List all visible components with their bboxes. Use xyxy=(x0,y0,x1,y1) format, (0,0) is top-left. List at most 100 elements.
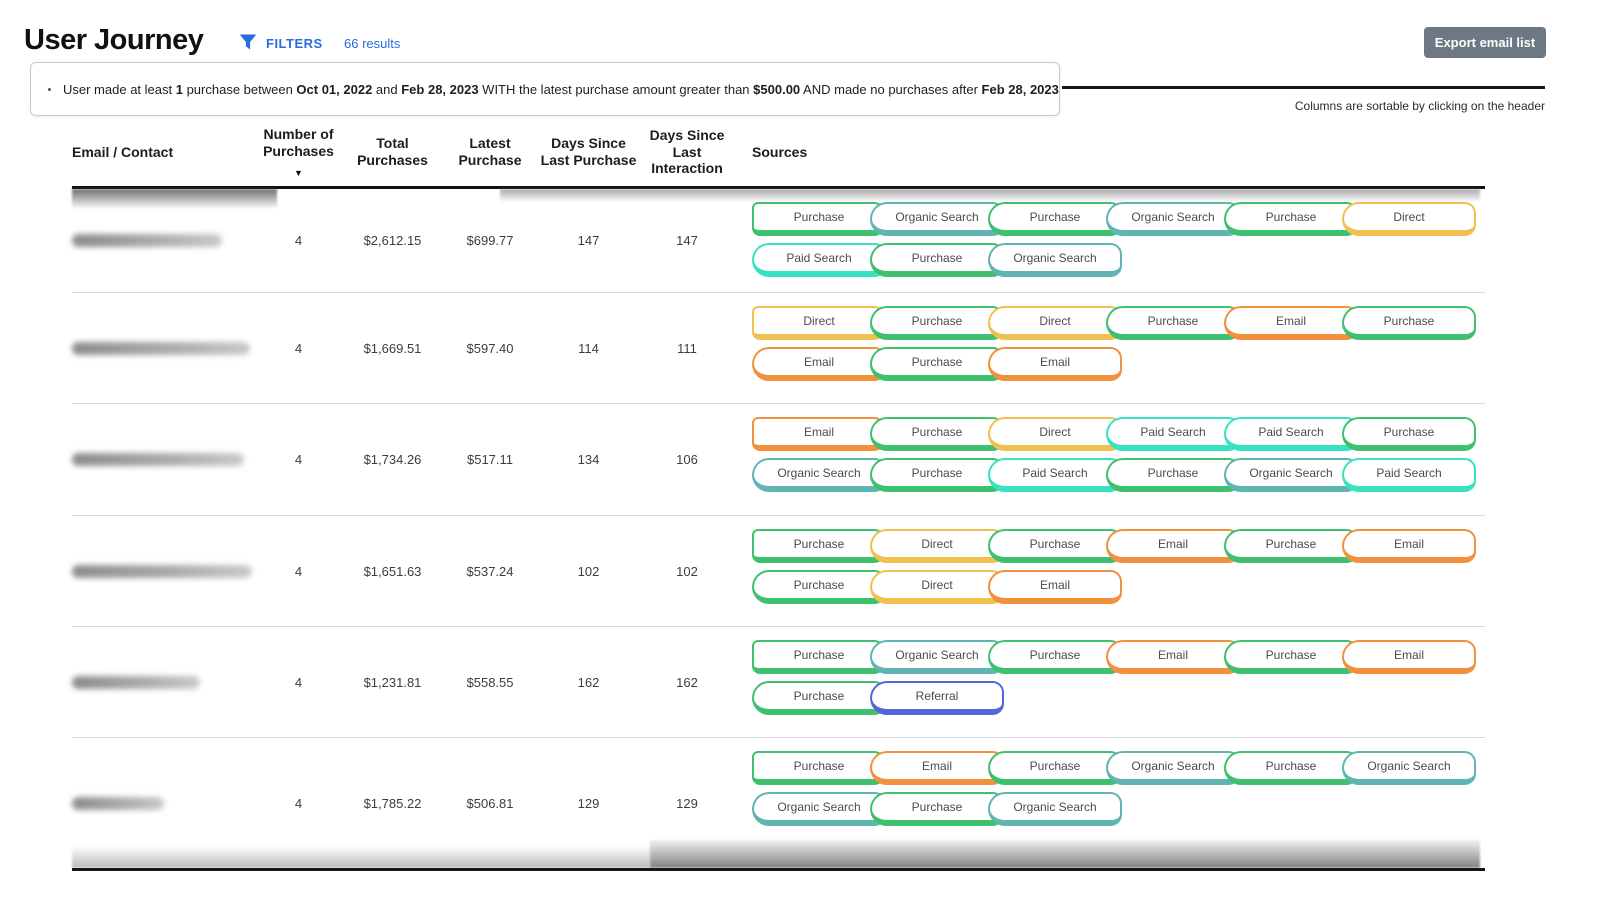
sortable-hint: Columns are sortable by clicking on the … xyxy=(1294,99,1545,113)
cell-email-contact xyxy=(72,341,252,355)
source-journey-line: Purchase Organic Search Purchase Email Purch… xyxy=(752,640,1485,674)
active-filter-summary: User made at least 1 purchase between Oc… xyxy=(30,62,1060,116)
column-header-number-of-purchases[interactable]: Number of Purchases ▼ xyxy=(252,118,345,186)
cell-number-of-purchases: 4 xyxy=(294,233,303,248)
column-header-email-contact[interactable]: Email / Contact xyxy=(72,118,252,186)
filter-summary-segment: Feb 28, 2023 xyxy=(401,81,479,97)
source-chip-direct: Direct xyxy=(988,306,1122,340)
column-header-latest-purchase[interactable]: Latest Purchase xyxy=(440,118,540,186)
filters-button[interactable]: FILTERS xyxy=(266,36,323,51)
source-chip-purchase: Purchase xyxy=(752,751,886,785)
source-chip-purchase: Purchase xyxy=(988,751,1122,785)
sort-desc-icon: ▼ xyxy=(294,167,303,178)
table-row: 4 $1,669.51 $597.40 114 111 Direct Purchase Dir… xyxy=(72,293,1485,404)
source-chip-organic-search: Organic Search xyxy=(870,202,1004,236)
redacted-email xyxy=(72,341,250,355)
source-chip-purchase: Purchase xyxy=(1106,306,1240,340)
source-chip-purchase: Purchase xyxy=(752,640,886,674)
column-header-days-since-last-purchase[interactable]: Days Since Last Purchase xyxy=(540,118,637,186)
column-header-label: Days Since Last Purchase xyxy=(540,135,637,168)
cell-email-contact xyxy=(72,564,252,578)
results-count[interactable]: 66 results xyxy=(344,36,401,51)
sources-cell: Purchase Organic Search Purchase Organic Se… xyxy=(737,189,1485,292)
source-journey-line: Email Purchase Email xyxy=(752,347,1485,381)
source-journey-line: Organic Search Purchase Paid Search Purchas… xyxy=(752,458,1485,492)
redacted-email xyxy=(72,797,164,810)
cell-number-of-purchases: 4 xyxy=(294,340,303,356)
redacted-email xyxy=(72,675,200,689)
header-underline xyxy=(72,186,1485,189)
redacted-email xyxy=(72,564,252,578)
source-journey-line: Purchase Direct Purchase Email Purchase Email xyxy=(752,529,1485,563)
cell-latest-purchase: $699.77 xyxy=(466,233,514,248)
redacted-row-blur-top-right xyxy=(500,189,1480,202)
source-journey-line: Purchase Referral xyxy=(752,681,1485,715)
column-header-sources[interactable]: Sources xyxy=(737,118,1485,186)
source-chip-paid-search: Paid Search xyxy=(752,243,886,277)
cell-total-purchases: $2,612.15 xyxy=(363,233,422,248)
source-journey-line: Purchase Email Purchase Organic Search Purch… xyxy=(752,751,1485,785)
table-row: 4 $2,612.15 $699.77 147 147 Purchase Organic S… xyxy=(72,189,1485,293)
source-chip-organic-search: Organic Search xyxy=(870,640,1004,674)
source-chip-purchase: Purchase xyxy=(988,202,1122,236)
source-chip-organic-search: Organic Search xyxy=(1106,751,1240,785)
cell-number-of-purchases: 4 xyxy=(294,563,303,579)
cell-days-since-last-purchase: 147 xyxy=(577,233,600,248)
filter-summary-segment: and xyxy=(372,81,402,97)
cell-latest-purchase: $506.81 xyxy=(466,796,514,811)
cell-number-of-purchases: 4 xyxy=(294,796,303,811)
source-chip-direct: Direct xyxy=(870,529,1004,563)
source-chip-purchase: Purchase xyxy=(1342,306,1476,340)
cell-latest-purchase: $597.40 xyxy=(466,340,514,356)
cell-days-since-last-interaction: 106 xyxy=(676,452,698,467)
table-row: 4 $1,734.26 $517.11 134 106 Email Purchase Dire… xyxy=(72,404,1485,516)
cell-days-since-last-purchase: 134 xyxy=(577,452,600,467)
table-body: 4 $2,612.15 $699.77 147 147 Purchase Organic S… xyxy=(72,189,1485,869)
filter-summary-segment: User made at least xyxy=(63,81,176,97)
source-chip-paid-search: Paid Search xyxy=(1224,417,1358,451)
source-chip-organic-search: Organic Search xyxy=(988,792,1122,826)
source-chip-email: Email xyxy=(988,570,1122,604)
source-chip-purchase: Purchase xyxy=(752,570,886,604)
filter-summary-segment: AND made no purchases after xyxy=(800,81,982,97)
source-chip-purchase: Purchase xyxy=(1342,417,1476,451)
source-chip-purchase: Purchase xyxy=(1224,202,1358,236)
source-chip-organic-search: Organic Search xyxy=(1342,751,1476,785)
cell-number-of-purchases: 4 xyxy=(294,674,303,690)
column-header-label: Sources xyxy=(752,143,808,160)
source-chip-purchase: Purchase xyxy=(870,243,1004,277)
cell-latest-purchase: $537.24 xyxy=(466,563,514,579)
filter-summary-segment: purchase between xyxy=(182,81,297,97)
cell-days-since-last-interaction: 162 xyxy=(676,674,698,690)
filter-funnel-icon[interactable] xyxy=(238,32,258,52)
source-journey-line: Direct Purchase Direct Purchase Email Purchas… xyxy=(752,306,1485,340)
cell-total-purchases: $1,669.51 xyxy=(363,340,422,356)
source-journey-line: Organic Search Purchase Organic Search xyxy=(752,792,1485,826)
filter-summary-text: User made at least 1 purchase between Oc… xyxy=(31,82,1059,97)
cell-total-purchases: $1,785.22 xyxy=(363,796,422,811)
column-header-total-purchases[interactable]: Total Purchases xyxy=(345,118,440,186)
table-top-border-line xyxy=(1062,86,1545,89)
table-row: 4 $1,785.22 $506.81 129 129 Purchase Email Purc… xyxy=(72,738,1485,869)
source-journey-line: Paid Search Purchase Organic Search xyxy=(752,243,1485,277)
source-chip-email: Email xyxy=(752,417,886,451)
cell-days-since-last-purchase: 162 xyxy=(577,674,600,690)
source-chip-direct: Direct xyxy=(752,306,886,340)
column-header-label: Total Purchases xyxy=(357,135,428,168)
source-chip-purchase: Purchase xyxy=(1224,751,1358,785)
cell-email-contact xyxy=(72,453,252,466)
source-chip-email: Email xyxy=(1106,529,1240,563)
source-chip-organic-search: Organic Search xyxy=(752,458,886,492)
source-chip-purchase: Purchase xyxy=(988,640,1122,674)
source-chip-purchase: Purchase xyxy=(870,458,1004,492)
sources-cell: Purchase Email Purchase Organic Search Purch… xyxy=(737,738,1485,869)
export-email-list-button[interactable]: Export email list xyxy=(1424,27,1546,58)
filter-summary-segment: 1 xyxy=(175,81,183,97)
column-header-days-since-last-interaction[interactable]: Days Since Last Interaction xyxy=(637,118,737,186)
cell-days-since-last-purchase: 114 xyxy=(578,340,599,356)
source-chip-purchase: Purchase xyxy=(752,681,886,715)
sources-cell: Purchase Organic Search Purchase Email Purch… xyxy=(737,627,1485,737)
source-journey-line: Purchase Direct Email xyxy=(752,570,1485,604)
source-chip-purchase: Purchase xyxy=(1106,458,1240,492)
table-bottom-border-line xyxy=(72,868,1485,871)
